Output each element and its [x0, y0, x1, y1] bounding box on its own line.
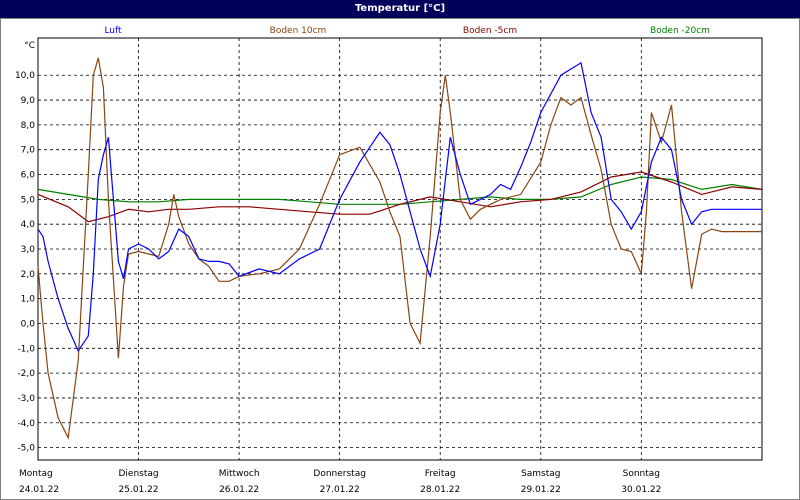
day-name-label: Donnerstag — [313, 469, 366, 479]
series-line — [37, 57, 762, 440]
day-date-label: 24.01.22 — [19, 485, 59, 495]
y-tick-label: -5,0 — [17, 444, 35, 454]
series-line — [37, 61, 762, 353]
day-date-label: 28.01.22 — [420, 485, 460, 495]
y-tick-label: -4,0 — [17, 419, 35, 429]
window-title: Temperatur [°C] — [0, 0, 800, 18]
y-tick-label: -3,0 — [17, 394, 35, 404]
day-name-label: Dienstag — [118, 469, 158, 479]
y-tick-label: 4,0 — [21, 220, 36, 230]
day-date-label: 30.01.22 — [621, 485, 661, 495]
series-line — [37, 171, 763, 223]
y-tick-label: 7,0 — [21, 146, 36, 156]
y-tick-label: 8,0 — [21, 121, 36, 131]
day-name-label: Mittwoch — [219, 469, 260, 479]
day-date-label: 29.01.22 — [521, 485, 561, 495]
day-name-label: Sonntag — [623, 469, 660, 479]
y-tick-label: 10,0 — [15, 71, 35, 81]
y-axis-label: °C — [24, 41, 35, 51]
y-tick-label: 1,0 — [21, 295, 36, 305]
legend-entry: Luft — [104, 26, 122, 36]
day-name-label: Freitag — [425, 469, 456, 479]
legend-entry: Boden -5cm — [463, 26, 517, 36]
y-tick-label: 2,0 — [21, 270, 36, 280]
y-tick-label: -2,0 — [17, 369, 35, 379]
day-name-label: Samstag — [521, 469, 560, 479]
day-name-label: Montag — [19, 469, 53, 479]
legend-entry: Boden 10cm — [270, 26, 327, 36]
day-date-label: 27.01.22 — [320, 485, 360, 495]
legend-entry: Boden -20cm — [650, 26, 710, 36]
y-tick-label: -1,0 — [17, 344, 35, 354]
y-tick-label: 5,0 — [21, 195, 36, 205]
y-tick-label: 6,0 — [21, 171, 36, 181]
y-tick-label: 3,0 — [21, 245, 36, 255]
y-tick-label: 0,0 — [21, 319, 36, 329]
day-date-label: 25.01.22 — [119, 485, 159, 495]
y-tick-label: 9,0 — [21, 96, 36, 106]
day-date-label: 26.01.22 — [219, 485, 259, 495]
